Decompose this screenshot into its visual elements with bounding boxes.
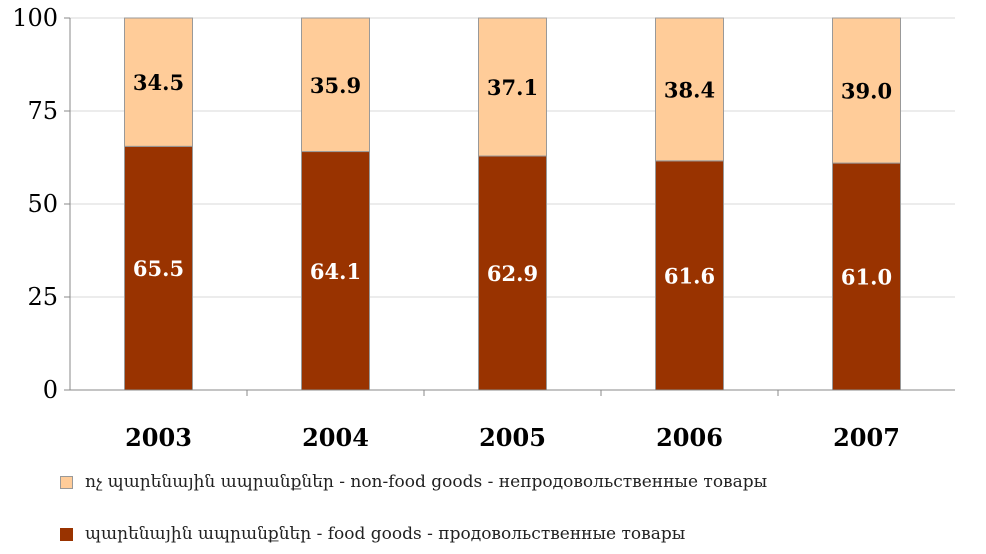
legend-label-food: պարենային ապրանքներ - food goods - продо… xyxy=(85,524,686,544)
data-label: 37.1 xyxy=(487,75,538,100)
legend-swatch-non-food xyxy=(60,475,73,489)
bar-non-food-2006 xyxy=(655,17,724,162)
bar-food-2005 xyxy=(478,155,547,391)
bar-food-2004 xyxy=(301,151,370,391)
x-category-label: 2003 xyxy=(125,423,192,452)
x-category-label: 2006 xyxy=(656,423,723,452)
data-label: 34.5 xyxy=(133,70,184,95)
data-label: 65.5 xyxy=(133,256,184,281)
data-label: 35.9 xyxy=(310,73,361,98)
x-category-label: 2005 xyxy=(479,423,546,452)
y-tick-label: 100 xyxy=(12,4,58,32)
bar-food-2003 xyxy=(124,145,193,391)
data-label: 39.0 xyxy=(841,79,892,104)
bar-non-food-2007 xyxy=(832,17,901,164)
bars: 65.5 34.5 64.1 35.9 62.9 37.1 61.6 38.4 61.0 39.0 xyxy=(124,17,901,391)
bar-food-2007 xyxy=(832,162,901,391)
x-axis: 2003 2004 2005 2006 2007 xyxy=(70,389,955,452)
x-category-label: 2007 xyxy=(833,423,900,452)
legend-swatch-food xyxy=(60,527,73,541)
data-label: 61.0 xyxy=(841,265,892,290)
data-label: 61.6 xyxy=(664,263,715,288)
legend-item-food: պարենային ապրանքներ - food goods - продо… xyxy=(60,524,685,544)
data-label: 62.9 xyxy=(487,261,538,286)
data-label: 38.4 xyxy=(664,77,715,102)
y-tick-label: 75 xyxy=(27,97,58,125)
x-category-label: 2004 xyxy=(302,423,369,452)
bar-food-2006 xyxy=(655,160,724,391)
legend-item-non-food: ոչ պարենային ապրանքներ - non-food goods … xyxy=(60,472,767,492)
data-label: 64.1 xyxy=(310,259,361,284)
bar-non-food-2005 xyxy=(478,17,547,157)
legend-label-non-food: ոչ պարենային ապրանքներ - non-food goods … xyxy=(85,472,768,492)
bar-non-food-2003 xyxy=(124,17,193,147)
y-tick-label: 0 xyxy=(43,376,58,404)
y-tick-label: 25 xyxy=(27,283,58,311)
y-tick-label: 50 xyxy=(27,190,58,218)
y-axis: 0 25 50 75 100 xyxy=(12,4,71,404)
bar-non-food-2004 xyxy=(301,17,370,153)
